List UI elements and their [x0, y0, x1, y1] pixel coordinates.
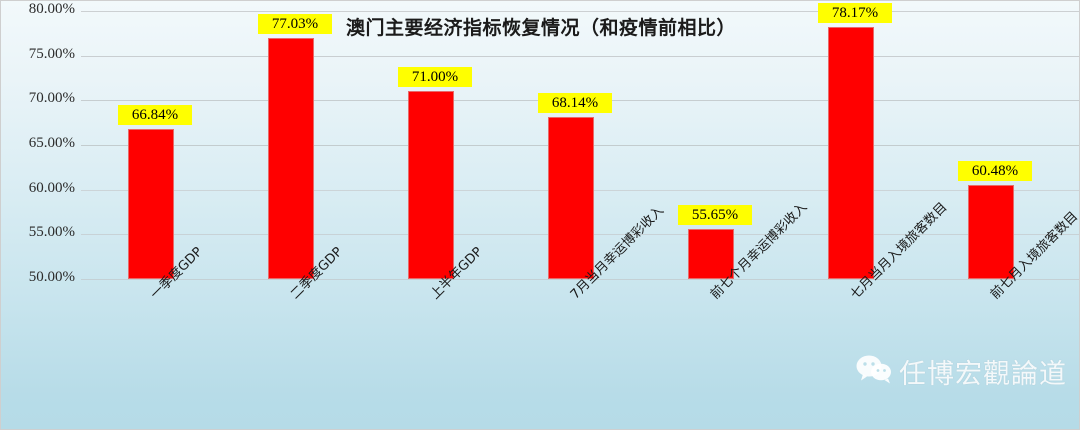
bar[interactable] [408, 91, 454, 279]
bar[interactable] [828, 27, 874, 279]
watermark: 任博宏觀論道 [856, 352, 1067, 391]
bar-value-label: 66.84% [118, 104, 192, 125]
y-axis-tick-label: 70.00% [28, 90, 75, 107]
gridline [81, 279, 1079, 280]
y-axis-tick-label: 55.00% [28, 224, 75, 241]
bar[interactable] [548, 116, 594, 279]
bar[interactable] [268, 37, 314, 279]
bar-value-label: 78.17% [818, 3, 892, 24]
watermark-text: 任博宏觀論道 [899, 359, 1067, 390]
bar[interactable] [688, 228, 734, 279]
chart-title: 澳门主要经济指标恢复情况（和疫情前相比） [345, 17, 736, 39]
y-axis-tick-label: 65.00% [28, 135, 75, 151]
y-axis-tick-label: 75.00% [28, 45, 75, 62]
bar-value-label: 71.00% [398, 67, 472, 88]
bar[interactable] [128, 128, 174, 279]
gridline [81, 55, 1079, 57]
gridline [81, 11, 1079, 12]
y-axis-tick-label: 50.00% [28, 269, 75, 285]
y-axis-tick-label: 80.00% [28, 1, 75, 17]
bar[interactable] [968, 185, 1014, 279]
plot-area [81, 11, 1079, 280]
bar-value-label: 55.65% [678, 204, 752, 225]
bar-value-label: 60.48% [958, 161, 1032, 182]
bar-value-label: 77.03% [258, 13, 332, 34]
bar-value-label: 68.14% [538, 92, 612, 113]
wechat-icon [856, 354, 892, 389]
y-axis-tick-label: 60.00% [28, 179, 75, 196]
